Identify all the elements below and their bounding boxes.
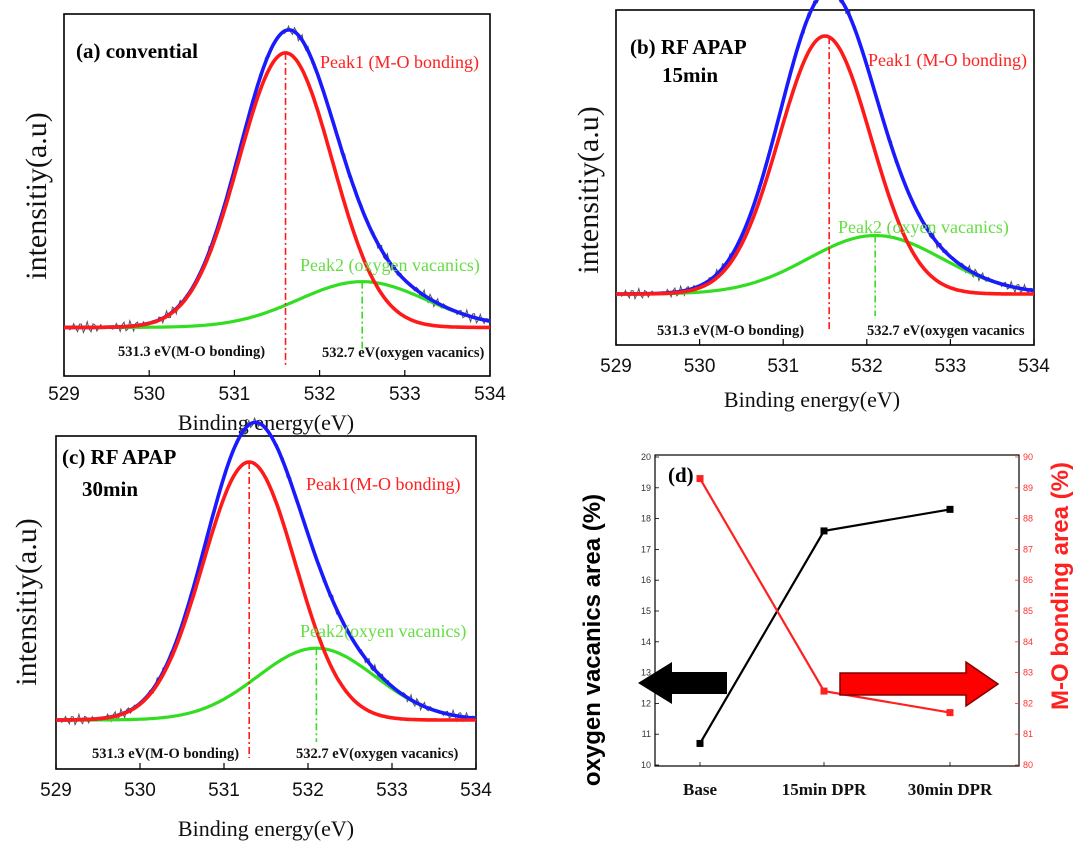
panel-c-x-tick-label: 533 [376,780,408,801]
panel-d-left-tick-label: 14 [641,637,651,647]
panel-d-right-tick-label: 90 [1023,452,1033,462]
panel-c-title: (c) RF APAP [62,445,176,469]
panel-b-x-tick-label: 531 [767,356,799,377]
panel-a-frame [63,13,491,377]
panel-b-peak1-label: Peak1 (M-O bonding) [868,50,1027,71]
panel-a-x-tick-label: 531 [219,384,251,405]
panel-c-annotation-1: 531.3 eV(M-O bonding) [92,746,239,762]
panel-d-category-label: Base [683,780,717,799]
panel-b-title-line2: 15min [662,63,718,87]
panel-d-right-tick-label: 85 [1023,606,1033,616]
panel-d-left-tick-label: 19 [641,483,651,493]
panel-b-x-tick-label: 534 [1018,356,1050,377]
panel-a-peak2-label: Peak2 (oxygen vacanics) [300,255,480,276]
panel-a-raw-spectrum [63,24,491,335]
panel-d-left-tick-label: 20 [641,452,651,462]
panel-d-right-axis-label: M-O bonding area (%) [1047,462,1074,710]
panel-a-peak2-curve [64,280,491,329]
panel-b-peak2-curve [616,233,1035,296]
panel-b-x-tick-label: 530 [684,356,716,377]
panel-d-left-axis-label: oxygen vacanics area (%) [579,494,606,786]
panel-a-x-tick-label: 530 [133,384,165,405]
panel-d-series-left-point [696,739,704,747]
panel-d-left-tick-label: 10 [641,760,651,770]
panel-c-x-axis-label: Binding energy(eV) [178,816,354,841]
panel-b-x-tick-label: 529 [600,356,632,377]
panel-b-y-axis-label: intensitiy(a.u) [572,106,605,273]
panel-b-x-tick-label: 533 [935,356,967,377]
panel-c-x-tick-label: 531 [208,780,240,801]
panel-d-frame [654,454,1020,767]
panel-b-chart: (b) RF APAP 15min Peak1 (M-O bonding) Pe… [572,0,1050,412]
panel-c-y-axis-label: intensitiy(a.u) [10,518,43,685]
panel-c-peak2-label: Peak2(oxyen vacanics) [300,621,466,642]
panel-a-peak1-label: Peak1 (M-O bonding) [320,52,479,73]
panel-c-x-tick-label: 530 [124,780,156,801]
panel-c-peak1-label: Peak1(M-O bonding) [306,474,460,495]
panel-a-fit-envelope [64,28,491,330]
panel-c-title-line2: 30min [82,477,138,501]
panel-d-left-tick-label: 11 [642,729,651,739]
panel-b-x-axis-label: Binding energy(eV) [724,387,900,412]
panel-d-right-tick-label: 80 [1023,760,1033,770]
panel-d-right-tick-label: 87 [1023,544,1033,554]
panel-a-x-tick-label: 533 [389,384,421,405]
panel-d-left-tick-label: 16 [641,575,651,585]
panel-d-chart: 10 11 12 13 14 15 16 17 18 19 20 80 81 82 83 84 85 86 87 88… [579,452,1074,799]
panel-c-x-tick-label: 532 [292,780,324,801]
panel-a-y-axis-label: intensitiy(a.u) [20,112,53,279]
panel-d-right-tick-label: 89 [1023,483,1033,493]
panel-d-title: (d) [668,463,694,487]
panel-d-left-tick-label: 15 [641,606,651,616]
panel-a-x-tick-label: 534 [474,384,506,405]
panel-b-annotation-1: 531.3 eV(M-O bonding) [657,323,804,339]
right-arrow-icon [839,660,1000,708]
panel-a-title: (a) convential [76,39,198,63]
panel-d-category-label: 15min DPR [782,780,867,799]
panel-a-x-tick-label: 532 [304,384,336,405]
panel-c-peak2-curve [56,646,477,722]
panel-a-annotation-1: 531.3 eV(M-O bonding) [118,344,265,360]
panel-d-left-tick-label: 18 [641,514,651,524]
panel-a-peak1-curve [64,51,490,330]
panel-d-series-right-point [946,709,954,717]
panel-b-annotation-2: 532.7 eV(oxygen vacanics [867,323,1025,339]
panel-c-frame [55,435,477,770]
panel-c-annotation-2: 532.7 eV(oxygen vacanics) [296,746,458,762]
panel-d-right-tick-label: 86 [1023,575,1033,585]
panel-d-right-tick-label: 84 [1023,637,1033,647]
panel-b-title: (b) RF APAP [630,35,747,59]
panel-d-series-right-point [820,687,828,695]
panel-d-right-tick-label: 82 [1023,698,1033,708]
panel-a-x-tick-label: 529 [48,384,80,405]
left-arrow-icon [638,662,727,704]
panel-c-chart: (c) RF APAP 30min Peak1(M-O bonding) Pea… [10,416,492,841]
panel-c-peak1-curve [56,460,476,722]
panel-d-series-right-point [696,475,704,483]
panel-d-left-tick-label: 13 [641,668,651,678]
panel-d-category-label: 30min DPR [908,780,993,799]
panel-c-x-tick-label: 529 [40,780,72,801]
panel-d-right-tick-label: 88 [1023,514,1033,524]
panel-d-left-tick-label: 12 [641,698,651,708]
panel-b-frame [615,9,1035,346]
panel-a-annotation-2: 532.7 eV(oxygen vacanics) [322,345,484,361]
panel-d-right-tick-label: 83 [1023,668,1033,678]
panel-d-left-tick-label: 17 [641,544,651,554]
panel-b-peak2-label: Peak2 (oxyen vacanics) [838,217,1009,238]
panel-d-series-left-point [946,505,954,513]
panel-d-series-left-point [820,527,828,535]
panel-d-right-tick-label: 81 [1023,729,1033,739]
panel-b-peak1-curve [616,34,1034,296]
panel-a-chart: (a) convential Peak1 (M-O bonding) Peak2… [20,13,506,435]
panel-b-x-tick-label: 532 [851,356,883,377]
panel-c-x-tick-label: 534 [460,780,492,801]
